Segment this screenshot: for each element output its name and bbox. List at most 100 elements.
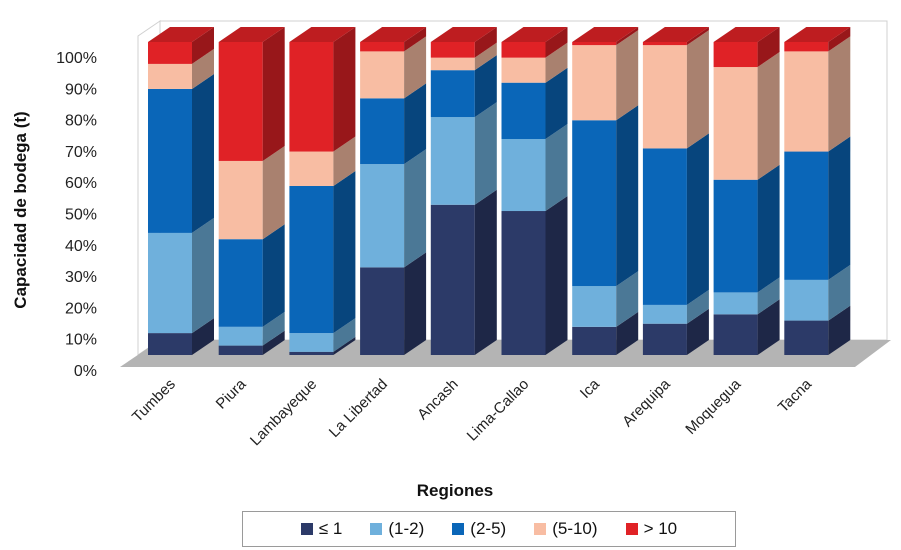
bar-stack xyxy=(572,27,639,355)
bar-segment-side xyxy=(545,27,568,58)
bar-segment-side xyxy=(474,55,497,118)
bar-segment xyxy=(148,63,192,89)
legend-item: (1-2) xyxy=(370,519,424,539)
bar-stack xyxy=(642,27,709,355)
bar-segment xyxy=(218,239,263,327)
bar-segment xyxy=(218,42,263,161)
bar-segment-side xyxy=(686,133,709,305)
y-tick-label: 70% xyxy=(65,144,97,161)
bar-segment xyxy=(430,70,475,118)
bar-segment xyxy=(642,42,687,46)
bar-segment xyxy=(218,345,263,355)
bar-segment-side xyxy=(616,311,639,355)
y-tick-label: 50% xyxy=(65,207,97,224)
bar-top xyxy=(501,27,568,42)
bar-stack xyxy=(289,27,356,355)
x-category-label: Ancash xyxy=(414,376,461,423)
legend-label: > 10 xyxy=(643,519,678,538)
chart-legend: ≤ 1 (1-2) (2-5) (5-10) > 10 xyxy=(242,511,736,547)
bar-segment-side xyxy=(262,27,285,161)
bar-segment-side xyxy=(333,318,356,352)
bar-segment xyxy=(289,333,334,352)
bar-segment-side xyxy=(828,264,851,321)
bar-segment xyxy=(289,351,334,355)
bar-segment xyxy=(572,326,617,355)
y-axis-title: Capacidad de bodega (t) xyxy=(11,111,30,308)
bar-segment-side xyxy=(686,289,709,324)
bar-segment xyxy=(360,267,405,355)
x-category-label: Arequipa xyxy=(619,375,674,430)
bar-segment xyxy=(360,51,405,99)
bar-segment xyxy=(360,164,405,268)
y-tick-label: 20% xyxy=(65,300,97,317)
y-tick-label: 100% xyxy=(56,50,97,67)
bar-segment-side xyxy=(545,42,568,83)
bar-segment-side xyxy=(545,67,568,140)
bar-segment xyxy=(430,57,475,71)
bar-segment xyxy=(572,42,617,46)
bar-segment xyxy=(360,98,405,165)
legend-label: ≤ 1 xyxy=(318,519,343,538)
bar-segment xyxy=(148,333,192,355)
bar-segment-side xyxy=(333,27,356,152)
legend-label: (2-5) xyxy=(470,519,507,538)
bar-segment-side xyxy=(192,27,214,64)
bar-segment-side xyxy=(828,36,851,152)
bar-segment-side xyxy=(616,27,639,46)
x-category-label: Lambayeque xyxy=(247,376,320,449)
bar-segment xyxy=(572,120,617,287)
bar-segment-side xyxy=(404,149,427,268)
bar-segment-side xyxy=(686,27,709,46)
bar-segment xyxy=(784,320,829,355)
bar-stack xyxy=(218,27,285,355)
bar-segment xyxy=(713,67,758,180)
bar-top xyxy=(430,27,497,42)
bar-top xyxy=(572,27,639,42)
bar-segment xyxy=(430,204,475,355)
bar-segment-side xyxy=(192,73,214,233)
bar-segment xyxy=(713,292,758,315)
bar-stack xyxy=(501,27,568,355)
bar-segment-side xyxy=(828,27,851,52)
legend-item: (2-5) xyxy=(452,519,506,539)
bar-segment-side xyxy=(404,27,427,52)
bar-segment xyxy=(713,42,758,68)
bar-segment xyxy=(642,323,687,355)
bar-segment-side xyxy=(333,336,356,355)
bar-segment xyxy=(289,42,334,152)
bar-segment xyxy=(713,179,758,293)
legend-label: (5-10) xyxy=(552,519,598,538)
bar-segment-side xyxy=(404,252,427,355)
legend-item: (5-10) xyxy=(534,519,598,539)
bar-segment-side xyxy=(192,48,214,89)
bar-stack xyxy=(784,27,851,355)
x-category-label: Ica xyxy=(577,375,604,402)
bar-segment-side xyxy=(616,105,639,287)
x-category-label: Lima-Callao xyxy=(464,376,533,445)
bar-segment-side xyxy=(474,102,497,205)
bar-segment xyxy=(218,160,263,240)
x-category-label: Piura xyxy=(213,375,250,412)
bar-segment xyxy=(148,88,192,233)
bar-segment-side xyxy=(616,30,639,121)
bar-segment-side xyxy=(404,83,427,165)
bar-segment-side xyxy=(686,308,709,355)
bar-segment xyxy=(572,286,617,327)
legend-swatch xyxy=(625,523,638,535)
bar-top xyxy=(360,27,427,42)
bar-segment xyxy=(430,42,475,58)
y-tick-label: 0% xyxy=(74,363,97,380)
bar-segment xyxy=(289,151,334,186)
legend-swatch xyxy=(370,523,383,535)
bar-segment xyxy=(501,57,546,83)
bar-stack xyxy=(713,27,780,355)
bars-group xyxy=(148,27,851,355)
bar-segment-side xyxy=(262,224,285,327)
bar-segment-side xyxy=(545,124,568,212)
bar-segment xyxy=(148,42,192,64)
legend-swatch xyxy=(452,523,465,535)
bar-top xyxy=(218,27,285,42)
bar-segment-side xyxy=(262,311,285,346)
